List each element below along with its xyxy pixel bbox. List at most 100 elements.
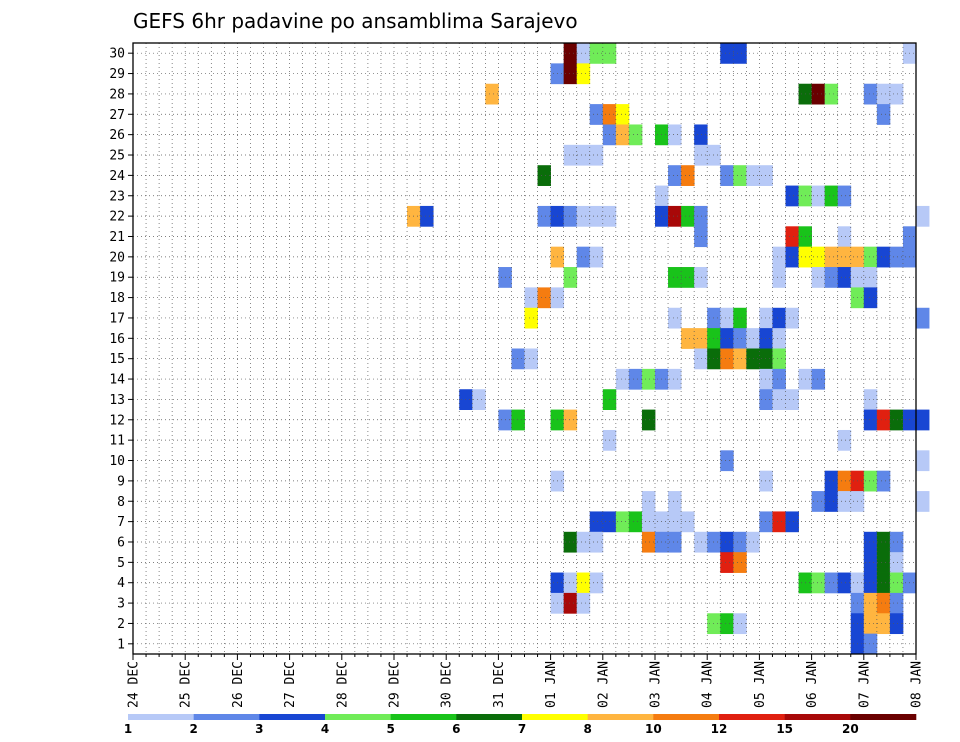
- heatmap-cell: [733, 613, 747, 635]
- heatmap-cell: [916, 205, 930, 227]
- heatmap-cell: [668, 267, 682, 288]
- heatmap-cell: [811, 572, 826, 594]
- heatmap-cell: [589, 511, 604, 533]
- heatmap-cell: [589, 205, 604, 227]
- heatmap-cell: [785, 307, 799, 329]
- heatmap-cell: [563, 144, 578, 166]
- heatmap-cell: [916, 409, 930, 431]
- y-tick-label: 1: [117, 637, 125, 652]
- heatmap-cell: [720, 307, 734, 329]
- grid-lines: [133, 43, 916, 654]
- x-tick-label: 29 DEC: [388, 661, 403, 708]
- y-tick-label: 29: [109, 67, 125, 82]
- x-tick-label: 06 JAN: [805, 661, 820, 708]
- colorbar-label: 8: [583, 722, 591, 736]
- heatmap-cell: [641, 531, 656, 553]
- heatmap-cell: [811, 368, 826, 390]
- heatmap-cell: [876, 552, 891, 573]
- heatmap-cell: [576, 572, 591, 594]
- heatmap-cell: [772, 267, 786, 288]
- heatmap-cell: [681, 205, 695, 227]
- heatmap-cell: [720, 552, 734, 573]
- heatmap-cell: [811, 185, 826, 207]
- heatmap-cell: [837, 185, 852, 207]
- heatmap-cell: [837, 267, 852, 288]
- heatmap-cell: [420, 205, 434, 227]
- y-tick-label: 27: [109, 108, 125, 123]
- y-tick-label: 15: [109, 352, 125, 367]
- heatmap-cell: [863, 633, 878, 655]
- heatmap-cell: [628, 368, 643, 390]
- heatmap-cell: [576, 63, 591, 85]
- x-tick-label: 07 JAN: [857, 661, 872, 708]
- heatmap-cell: [641, 491, 656, 512]
- y-tick-label: 25: [109, 149, 125, 164]
- y-tick-label: 13: [109, 393, 125, 408]
- heatmap-cell: [668, 531, 682, 553]
- heatmap-cell: [811, 246, 826, 268]
- x-tick-label: 27 DEC: [283, 661, 298, 708]
- heatmap-cell: [916, 450, 930, 472]
- heatmap-cell: [694, 124, 708, 146]
- y-tick-label: 30: [109, 47, 125, 62]
- heatmap-cell: [889, 592, 904, 614]
- heatmap-cell: [863, 267, 878, 288]
- heatmap-cell: [641, 368, 656, 390]
- heatmap-cell: [589, 144, 604, 166]
- y-tick-label: 18: [109, 291, 125, 306]
- x-tick-label: 28 DEC: [335, 661, 350, 708]
- heatmap-cell: [889, 531, 904, 553]
- heatmap-cell: [720, 165, 734, 186]
- colorbar-swatch: [325, 714, 391, 720]
- heatmap-cell: [785, 511, 799, 533]
- y-tick-label: 22: [109, 210, 125, 225]
- heatmap-cell: [759, 307, 773, 329]
- heatmap-cell: [824, 83, 839, 105]
- heatmap-cell: [563, 205, 578, 227]
- y-tick-label: 11: [109, 434, 125, 449]
- colorbar-swatch: [456, 714, 523, 720]
- heatmap-cell: [733, 165, 747, 186]
- heatmap-cell: [537, 205, 551, 227]
- heatmap-cell: [863, 613, 878, 635]
- heatmap-cell: [876, 572, 891, 594]
- heatmap-cell: [876, 470, 891, 492]
- heatmap-cell: [785, 246, 799, 268]
- heatmap-cell: [641, 511, 656, 533]
- heatmap-cell: [876, 592, 891, 614]
- x-tick-label: 04 JAN: [701, 661, 716, 708]
- heatmap-cell: [472, 389, 486, 410]
- heatmap-cell: [668, 491, 682, 512]
- heatmap-cell: [694, 226, 708, 248]
- heatmap-cell: [615, 368, 630, 390]
- heatmap-cell: [876, 531, 891, 553]
- x-tick-label: 25 DEC: [179, 661, 194, 708]
- heatmap-cell: [837, 246, 852, 268]
- heatmap-cell: [889, 246, 904, 268]
- heatmap-cell: [759, 389, 773, 410]
- heatmap-cell: [511, 348, 525, 370]
- heatmap-cell: [759, 348, 773, 370]
- heatmap-cell: [837, 491, 852, 512]
- heatmap-cell: [759, 511, 773, 533]
- y-tick-label: 24: [109, 169, 125, 184]
- heatmap-cell: [641, 409, 656, 431]
- heatmap-cell: [615, 511, 630, 533]
- heatmap-cell: [576, 43, 591, 64]
- heatmap-cell: [863, 552, 878, 573]
- heatmap-cell: [824, 267, 839, 288]
- heatmap-cell: [863, 409, 878, 431]
- heatmap-cell: [694, 144, 708, 166]
- colorbar-label: 7: [518, 722, 526, 736]
- heatmap-cell: [563, 592, 578, 614]
- heatmap-cell: [681, 328, 695, 349]
- colorbar-label: 3: [255, 722, 263, 736]
- x-tick-label: 01 JAN: [544, 661, 559, 708]
- heatmap-cell: [720, 328, 734, 349]
- heatmap-cell: [720, 348, 734, 370]
- heatmap-cell: [916, 307, 930, 329]
- heatmap-cell: [733, 43, 747, 64]
- y-tick-label: 20: [109, 250, 125, 265]
- x-tick-label: 03 JAN: [649, 661, 664, 708]
